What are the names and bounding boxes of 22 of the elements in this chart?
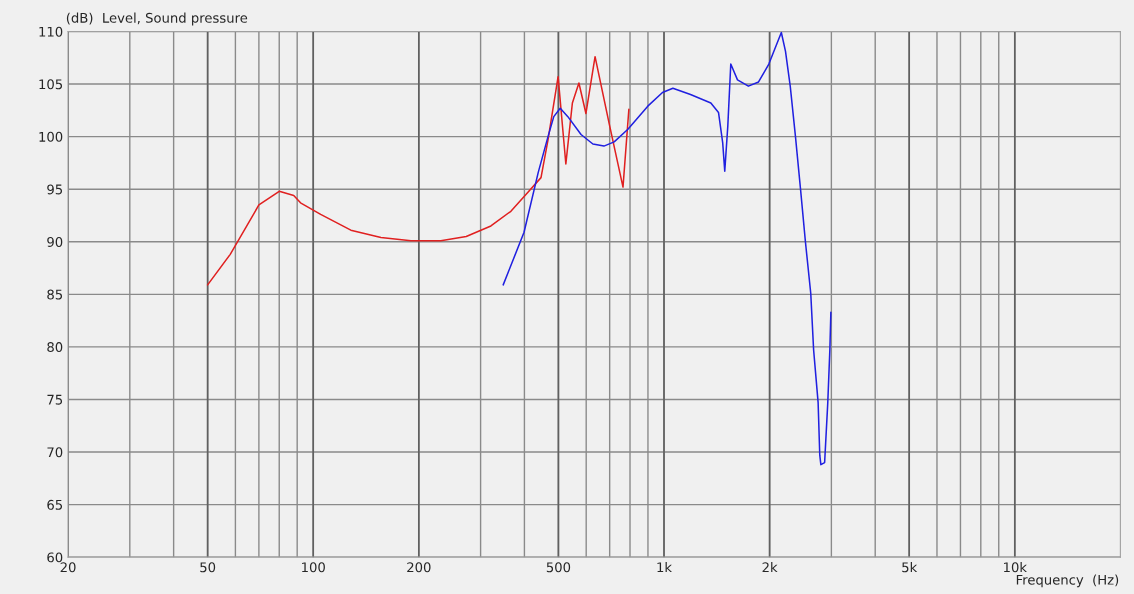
y-tick-label: 105 <box>39 79 63 90</box>
y-tick-label: 90 <box>47 236 63 247</box>
y-tick-label: 110 <box>39 26 63 37</box>
x-tick-label: 200 <box>407 562 431 573</box>
y-tick-label: 95 <box>47 184 63 195</box>
x-tick-label: 20 <box>60 562 76 573</box>
y-tick-label: 60 <box>47 552 63 563</box>
y-tick-label: 75 <box>47 394 63 405</box>
x-axis-title: Frequency (Hz) <box>1016 574 1119 588</box>
y-axis-title: (dB) Level, Sound pressure <box>66 12 248 26</box>
x-tick-label: 50 <box>200 562 216 573</box>
x-tick-label: 100 <box>302 562 325 573</box>
x-tick-label: 500 <box>546 562 571 573</box>
x-tick-label: 1k <box>657 562 672 573</box>
y-tick-label: 65 <box>47 499 63 510</box>
y-tick-label: 85 <box>47 289 63 300</box>
y-tick-label: 80 <box>47 342 63 353</box>
y-tick-label: 100 <box>39 131 63 142</box>
x-tick-label: 2k <box>762 562 778 573</box>
y-tick-label: 70 <box>47 447 63 458</box>
x-tick-label: 5k <box>902 562 918 573</box>
x-tick-label: 10k <box>1004 562 1027 573</box>
